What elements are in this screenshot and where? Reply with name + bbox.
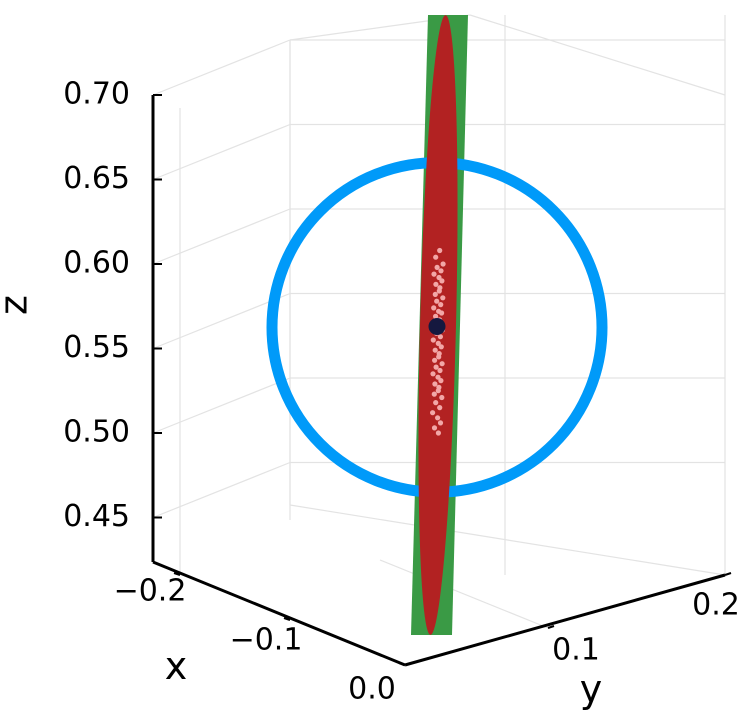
sample-point	[430, 371, 436, 377]
sample-point	[435, 430, 441, 436]
grid-line-z-left	[152, 123, 291, 181]
sample-point	[434, 264, 440, 270]
ticks: 0.45 0.50 0.55 0.60 0.65 0.70 −0.2 −0.1 0.0 0.1 0.…	[63, 77, 740, 707]
grid-line-top	[469, 14, 726, 96]
z-tick-label: 0.45	[63, 499, 130, 534]
sample-point	[431, 271, 437, 277]
sample-point	[435, 388, 441, 394]
grid-line-z-left	[152, 377, 291, 434]
sample-point	[433, 364, 439, 370]
x-tick-label: 0.0	[348, 672, 396, 707]
axes	[151, 95, 726, 667]
sample-point	[433, 254, 439, 260]
x-axis-line	[152, 560, 406, 667]
z-tick-label: 0.65	[63, 161, 130, 196]
y-tick-mark	[724, 572, 732, 576]
sample-point	[438, 302, 444, 308]
sample-point	[440, 261, 446, 267]
sample-point	[433, 313, 439, 319]
sample-point	[432, 357, 438, 363]
sample-point	[436, 274, 442, 281]
grid-line-floor-back	[289, 504, 726, 576]
grid-line-z-left	[152, 292, 291, 350]
sample-point	[437, 367, 443, 374]
grid-line-z-left	[152, 208, 291, 265]
sample-point	[437, 334, 443, 340]
x-axis-label: x	[165, 644, 188, 688]
z-axis-label: z	[0, 295, 36, 315]
z-tick-label: 0.60	[63, 246, 130, 281]
sample-point	[437, 405, 443, 411]
y-tick-label: 0.2	[692, 588, 740, 623]
sample-point	[433, 281, 439, 287]
center-point	[428, 318, 446, 336]
sample-point	[437, 420, 444, 426]
sample-point	[438, 378, 444, 384]
z-tick-label: 0.50	[63, 415, 130, 450]
sample-point	[439, 394, 445, 401]
sample-point	[431, 391, 437, 397]
sample-point	[430, 410, 436, 416]
sample-point	[435, 340, 441, 346]
grid-line-z-left	[152, 39, 291, 96]
sample-point	[436, 288, 442, 294]
sample-point	[440, 295, 446, 301]
sample-point	[435, 374, 441, 380]
x-tick-mark	[173, 572, 181, 576]
x-tick-label: −0.1	[230, 623, 303, 658]
grid-line-floor-y	[379, 559, 549, 629]
grid-line-z-left	[152, 461, 291, 519]
y-axis-label: y	[580, 667, 603, 711]
sample-point	[439, 278, 445, 284]
sample-point	[433, 400, 439, 406]
sample-point	[430, 337, 436, 343]
sample-point	[435, 415, 441, 421]
sample-point	[432, 347, 438, 353]
sample-point	[431, 305, 437, 311]
z-tick-label: 0.70	[63, 77, 130, 112]
sample-point	[434, 298, 440, 304]
x-tick-mark	[398, 662, 406, 666]
data-marks	[266, 15, 608, 635]
x-tick-mark	[283, 617, 291, 621]
sample-point	[439, 361, 445, 367]
sample-point	[437, 247, 443, 254]
sample-point	[436, 354, 442, 360]
x-tick-label: −0.2	[114, 574, 187, 609]
y-axis-line	[404, 573, 726, 667]
sample-point	[431, 425, 438, 431]
axis-labels: z x y	[0, 295, 602, 711]
sample-point	[439, 310, 445, 316]
sample-point	[432, 291, 438, 297]
y-tick-mark	[547, 625, 555, 629]
z-tick-label: 0.55	[63, 330, 130, 365]
sample-point	[438, 268, 444, 274]
sample-point	[438, 344, 444, 350]
y-tick-label: 0.1	[552, 633, 600, 668]
sample-point	[432, 381, 438, 387]
